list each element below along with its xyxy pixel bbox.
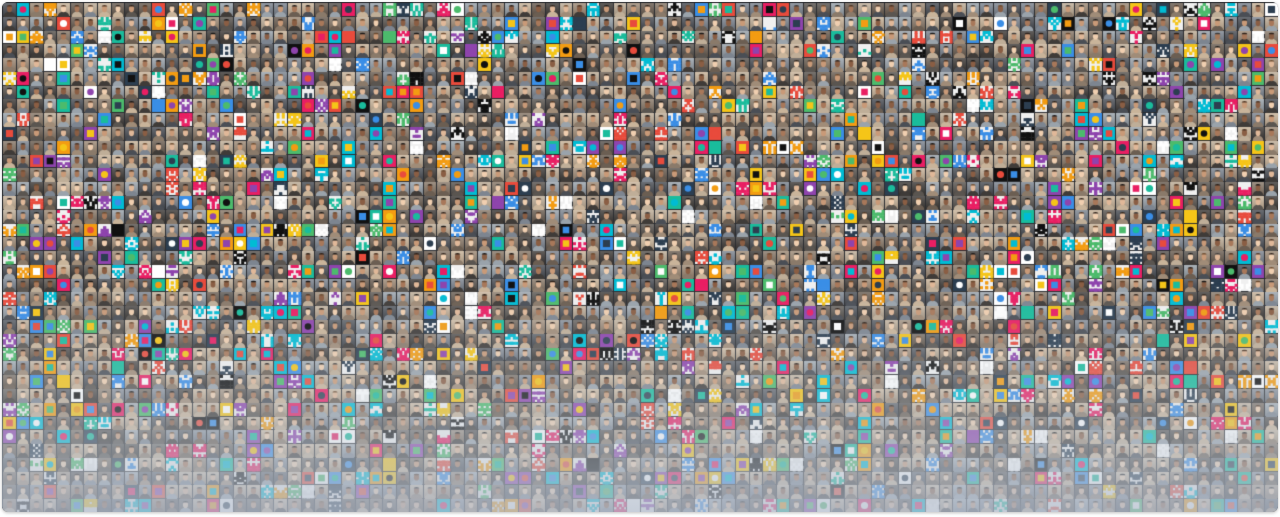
avatar-grid-canvas	[2, 2, 1278, 512]
avatar-mosaic-frame	[2, 2, 1278, 512]
contributor-avatar-mosaic	[2, 2, 1278, 512]
